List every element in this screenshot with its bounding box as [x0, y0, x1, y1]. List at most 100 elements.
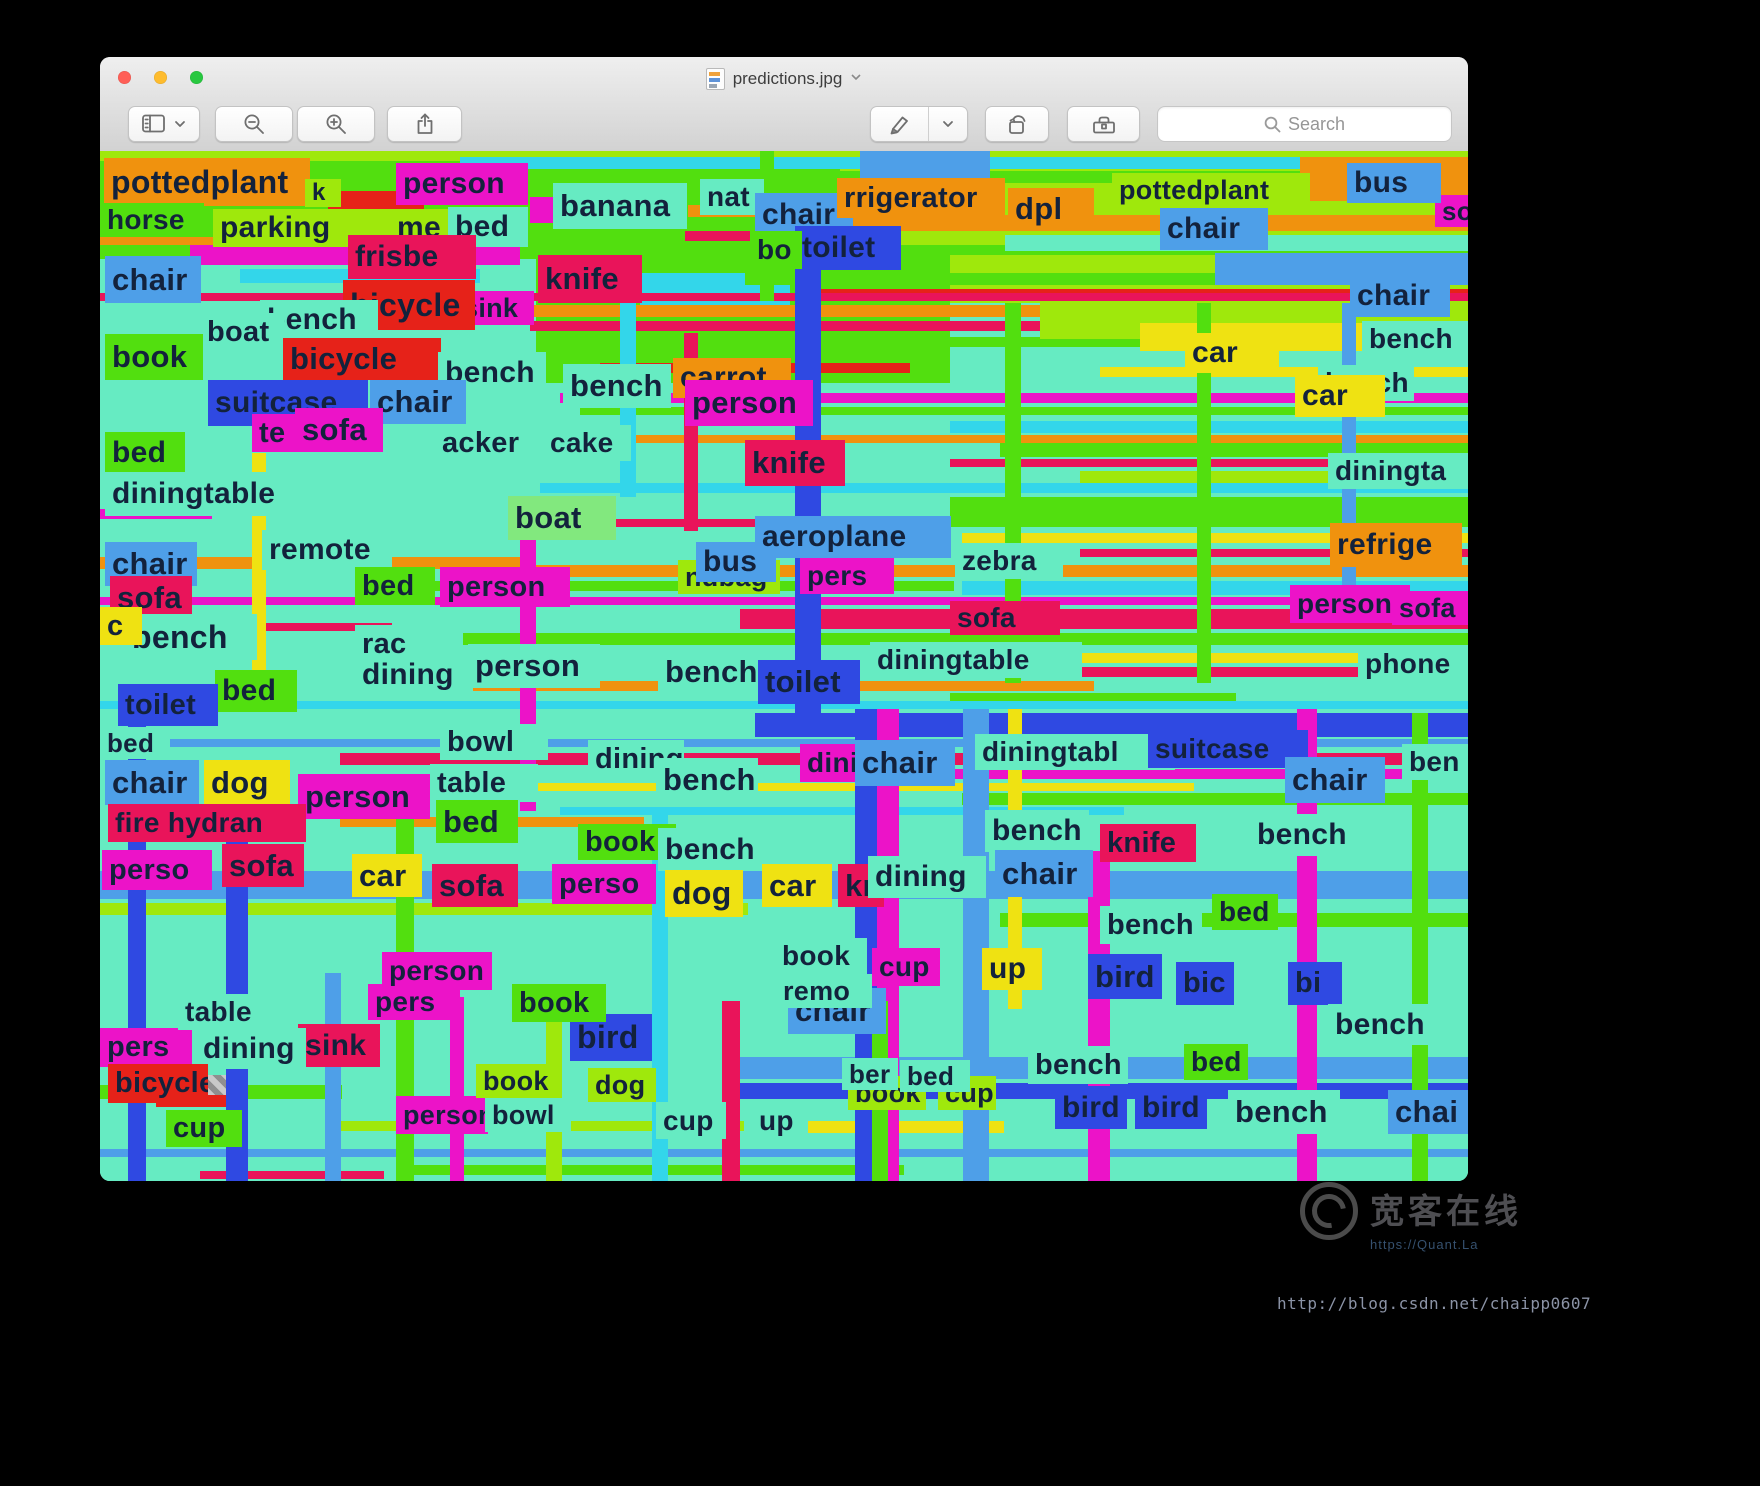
detection-noise-rect: [1197, 303, 1211, 683]
rotate-left-icon: [1009, 115, 1026, 134]
zoom-in-button[interactable]: [297, 106, 375, 142]
markup-toolbox-button[interactable]: [1067, 106, 1140, 142]
detection-noise-rect: [100, 151, 1468, 161]
detection-label: person: [396, 1096, 488, 1134]
detection-label: bench: [1028, 1046, 1128, 1084]
detection-noise-rect: [963, 709, 989, 1181]
detection-noise-rect: [560, 807, 1124, 815]
detection-label: bus: [1347, 163, 1441, 203]
zoom-out-button[interactable]: [215, 106, 293, 142]
zoom-out-icon: [244, 114, 264, 134]
detection-label: aeroplane: [755, 516, 951, 558]
fullscreen-button[interactable]: [190, 71, 203, 84]
detection-label: son: [1435, 195, 1468, 227]
detection-label: cup: [656, 1102, 726, 1139]
document-icon: [705, 67, 725, 90]
title-chevron-icon[interactable]: [850, 72, 862, 82]
detection-label: pottedplant: [104, 158, 310, 206]
detection-label: chair: [1285, 757, 1385, 803]
detection-label: chair: [995, 850, 1093, 897]
detection-label: dining: [355, 654, 473, 696]
title-area: predictions.jpg: [100, 57, 1468, 100]
detection-label: remo: [776, 974, 872, 1008]
detection-label: chair: [105, 760, 199, 805]
search-input[interactable]: Search: [1157, 106, 1452, 142]
detection-noise-rect: [1412, 713, 1428, 1181]
detection-noise-rect: [1088, 851, 1110, 1181]
detection-label: car: [1185, 333, 1279, 373]
search-placeholder: Search: [1287, 113, 1346, 134]
detection-label: bench: [985, 810, 1089, 852]
detection-label: perso: [552, 864, 656, 904]
detection-label: banana: [553, 183, 687, 229]
detection-label: bed: [215, 670, 297, 712]
detection-label: sofa: [432, 864, 518, 907]
detection-noise-rect: [450, 997, 464, 1181]
detection-noise-rect: [837, 215, 1468, 231]
detection-label: diningtable: [105, 472, 331, 516]
chevron-down-icon: [175, 121, 185, 127]
detection-label: car: [762, 864, 832, 907]
detection-label: te: [252, 414, 302, 452]
search-icon: [1264, 116, 1281, 132]
detection-label: book: [105, 334, 203, 380]
watermark-brand: 宽客在线: [1370, 1193, 1522, 1231]
detection-noise-rect: [962, 533, 1468, 543]
detection-noise-rect: [1100, 367, 1468, 377]
detection-label: bench: [1228, 1090, 1340, 1134]
detection-noise-rect: [1000, 1161, 1468, 1173]
detection-label: sofa: [950, 601, 1060, 635]
markup-pen-button[interactable]: [871, 112, 928, 136]
watermark-logo-icon: [1300, 1182, 1358, 1240]
detection-label: bird: [1088, 954, 1162, 999]
detection-label: table: [178, 994, 286, 1030]
detection-label: bicycle: [108, 1064, 208, 1103]
detection-label: bowl: [485, 1098, 571, 1132]
detection-label: pers: [100, 1028, 192, 1067]
detection-label: dog: [588, 1068, 656, 1102]
detection-noise-rect: [795, 269, 821, 735]
detection-label: nat: [700, 179, 764, 215]
sidebar-toggle-icon: [142, 114, 165, 133]
detection-label: toilet: [758, 660, 860, 704]
detection-label: book: [476, 1064, 562, 1098]
detection-label: table: [430, 764, 538, 802]
markup-pen-icon: [890, 116, 908, 135]
detection-label: suitcase: [1148, 730, 1308, 768]
detection-noise-rect: [200, 1171, 384, 1179]
detection-noise-rect: [962, 793, 1468, 805]
detection-label: c: [100, 607, 142, 645]
preview-window: predictions.jpg: [100, 57, 1468, 1181]
rotate-left-button[interactable]: [985, 106, 1049, 142]
share-button[interactable]: [387, 106, 462, 142]
detection-label: bird: [1055, 1086, 1127, 1129]
detection-label: ber: [842, 1058, 898, 1090]
detection-label: up: [752, 1102, 808, 1139]
detection-label: bench: [1362, 321, 1468, 357]
detection-noise-rect: [740, 609, 1468, 629]
detection-label: bench: [563, 364, 671, 408]
markup-toolbox-icon: [1092, 116, 1115, 134]
close-button[interactable]: [118, 71, 131, 84]
detection-label: person: [382, 952, 492, 990]
detection-label: sofa: [295, 408, 383, 452]
detection-label: horse: [100, 203, 204, 237]
watermark-subtitle: https://Quant.La: [1370, 1237, 1479, 1252]
detection-label: boat: [508, 496, 616, 540]
detection-label: knife: [1100, 824, 1196, 862]
minimize-button[interactable]: [154, 71, 167, 84]
detection-label: car: [1295, 375, 1385, 417]
detection-label: toilet: [118, 684, 218, 726]
markup-dropdown-button[interactable]: [929, 119, 967, 129]
detection-label: boat: [200, 313, 284, 351]
titlebar[interactable]: predictions.jpg: [100, 57, 1468, 100]
detection-label: bench: [658, 828, 758, 871]
markup-button-group[interactable]: [870, 106, 968, 142]
detection-label: person: [468, 644, 600, 688]
detection-label: cake: [543, 425, 631, 461]
detection-label: chair: [1350, 275, 1450, 317]
sidebar-toggle-button[interactable]: [128, 106, 200, 142]
detection-noise-rect: [530, 435, 1468, 443]
detection-label: pers: [800, 558, 894, 594]
detection-label: bowl: [440, 724, 548, 760]
